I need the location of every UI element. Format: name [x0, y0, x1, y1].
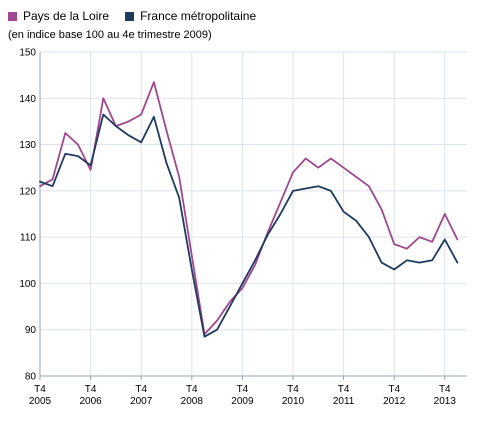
x-tick-label-quarter: T4 — [186, 384, 198, 395]
x-tick-label-quarter: T4 — [338, 384, 350, 395]
legend-label-pays-de-la-loire: Pays de la Loire — [23, 9, 110, 23]
x-tick-label-year: 2013 — [434, 396, 457, 407]
plot-area — [40, 52, 467, 376]
y-tick-label: 80 — [25, 372, 37, 383]
series-line-france-metropolitaine — [39, 113, 459, 338]
x-tick-label-year: 2011 — [333, 396, 355, 407]
chart-subtitle: (en indice base 100 au 4e trimestre 2009… — [8, 29, 212, 41]
series-line-pays-de-la-loire — [39, 81, 459, 336]
x-tick-label-year: 2010 — [282, 396, 305, 407]
y-tick-label: 120 — [19, 186, 36, 197]
chart-legend: Pays de la Loire France métropolitaine — [8, 6, 272, 26]
y-tick-label: 90 — [25, 325, 37, 336]
x-tick-label-year: 2007 — [130, 396, 153, 407]
y-tick-label: 100 — [19, 279, 36, 290]
x-tick-label-quarter: T4 — [34, 384, 46, 395]
legend-item-france-metropolitaine: France métropolitaine — [125, 9, 256, 23]
legend-label-france-metropolitaine: France métropolitaine — [140, 9, 257, 23]
legend-swatch-pays-de-la-loire — [8, 11, 17, 21]
y-tick-label: 150 — [19, 48, 36, 59]
x-tick-label-year: 2009 — [231, 396, 254, 407]
x-tick-label-year: 2005 — [29, 396, 52, 407]
x-tick-label-quarter: T4 — [135, 384, 147, 395]
x-tick-label-quarter: T4 — [388, 384, 400, 395]
x-tick-label-quarter: T4 — [237, 384, 249, 395]
y-tick-label: 140 — [19, 94, 36, 105]
y-tick-label: 110 — [20, 233, 36, 244]
x-tick-label-year: 2008 — [181, 396, 204, 407]
legend-swatch-france-metropolitaine — [125, 11, 135, 21]
y-tick-label: 130 — [19, 140, 36, 151]
x-tick-label-quarter: T4 — [439, 384, 451, 395]
x-tick-label-quarter: T4 — [85, 384, 97, 395]
x-tick-label-year: 2006 — [79, 396, 102, 407]
x-tick-label-quarter: T4 — [287, 384, 299, 395]
legend-item-pays-de-la-loire: Pays de la Loire — [8, 9, 109, 23]
x-tick-label-year: 2012 — [383, 396, 406, 407]
